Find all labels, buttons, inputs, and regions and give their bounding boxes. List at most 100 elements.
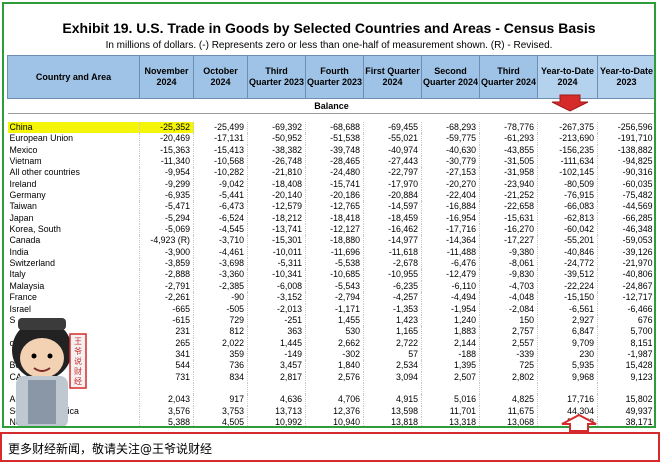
value-cell (139, 382, 194, 395)
country-cell: Taiwan (9, 201, 37, 212)
value-cell: -28,465 (305, 156, 364, 168)
value-cell: -2,084 (479, 303, 538, 315)
value-cell: -156,235 (537, 144, 598, 157)
value-cell: 2,757 (479, 326, 538, 338)
table-row: Au 2,043 917 4,636 4,706 4,915 5,016 4,825 17,71… (8, 394, 654, 406)
value-cell: 150 (479, 314, 538, 327)
value-cell: -60,042 (537, 224, 598, 236)
country-cell: China (7, 122, 140, 134)
value-cell: -11,696 (305, 246, 364, 259)
value-cell: 2,722 (363, 337, 422, 349)
value-cell: -23,940 (479, 178, 538, 191)
value-cell: -2,013 (247, 303, 306, 315)
value-cell: -11,340 (139, 156, 194, 168)
value-cell: -14,597 (363, 201, 422, 213)
exhibit-frame: Exhibit 19. U.S. Trade in Goods by Selec… (2, 2, 656, 428)
col-header-q2-24: Second Quarter 2024 (421, 55, 480, 99)
value-cell: -25,499 (193, 122, 248, 134)
value-cell: 676 (597, 314, 654, 327)
country-cell: All other countries (9, 167, 80, 178)
value-cell: -14,977 (363, 235, 422, 247)
value-cell: -31,958 (479, 167, 538, 179)
value-cell: -20,270 (421, 178, 480, 191)
value-cell: -31,505 (479, 156, 538, 168)
value-cell: -2,385 (193, 280, 248, 293)
table-row: Korea, South -5,069 -4,545 -13,741 -12,127 -1… (8, 224, 654, 236)
table-row: S -615 729 -251 1,455 1,423 1,240 150 2,927 676 (8, 314, 654, 327)
svg-text:财: 财 (74, 366, 82, 376)
value-cell: -15,363 (139, 144, 194, 157)
value-cell: -55,201 (537, 235, 598, 247)
value-cell: -40,806 (597, 269, 654, 281)
value-cell: 5,700 (597, 326, 654, 338)
value-cell: 834 (193, 371, 248, 383)
value-cell: -17,716 (421, 224, 480, 236)
table-row: 231 812 363 530 1,165 1,883 2,757 6,847 5,700 (8, 326, 654, 338)
table-row: Ireland -9,299 -9,042 -18,408 -15,741 -17,970… (8, 178, 654, 191)
value-cell (305, 382, 364, 395)
value-cell: -6,235 (363, 280, 422, 293)
col-header-ytd23: Year-to-Date 2023 (597, 55, 654, 99)
value-cell: -213,690 (537, 133, 598, 145)
value-cell: -9,299 (139, 178, 194, 191)
country-cell: Mexico (9, 144, 38, 155)
value-cell: 44,304 (537, 405, 598, 417)
value-cell: -12,479 (421, 269, 480, 281)
value-cell: -2,678 (363, 258, 422, 270)
value-cell: -15,741 (305, 178, 364, 191)
col-header-q4-23: Fourth Quarter 2023 (305, 55, 364, 99)
value-cell: -17,227 (479, 235, 538, 247)
value-cell: -10,568 (193, 156, 248, 168)
value-cell: -69,455 (363, 122, 422, 134)
value-cell: -6,561 (537, 303, 598, 315)
value-cell: -12,765 (305, 201, 364, 213)
promo-banner: 更多财经新闻，敬请关注@王爷说财经 (0, 432, 660, 462)
value-cell: -16,954 (421, 212, 480, 225)
value-cell: -12,579 (247, 201, 306, 213)
value-cell: -69,392 (247, 122, 306, 134)
value-cell: -27,443 (363, 156, 422, 168)
value-cell: -15,301 (247, 235, 306, 247)
value-cell: 4,636 (247, 394, 306, 406)
value-cell: -15,631 (479, 212, 538, 225)
value-cell: 57 (363, 348, 422, 361)
svg-text:经: 经 (74, 376, 82, 386)
value-cell: -24,480 (305, 167, 364, 179)
value-cell: -46,348 (597, 224, 654, 236)
table-header-row: Country and Area November 2024 October 2… (7, 55, 654, 99)
value-cell: -505 (193, 303, 248, 315)
value-cell: -15,413 (193, 144, 248, 157)
value-cell: -3,859 (139, 258, 194, 270)
value-cell: -25,352 (139, 122, 194, 134)
table-row: Taiwan -5,471 -6,473 -12,579 -12,765 -14,597-… (8, 201, 654, 213)
value-cell: -10,341 (247, 269, 306, 281)
value-cell: -27,153 (421, 167, 480, 179)
value-cell: -5,543 (305, 280, 364, 293)
table-row: Belg5447363,4571,8402,5341,3957255,93515… (8, 360, 654, 372)
value-cell: -60,035 (597, 178, 654, 191)
value-cell: -5,538 (305, 258, 364, 270)
table-row (8, 382, 654, 395)
col-header-q3-24: Third Quarter 2024 (479, 55, 538, 99)
value-cell (247, 382, 306, 395)
value-cell: -9,380 (479, 246, 538, 259)
value-cell: 917 (193, 394, 248, 406)
value-cell: -251 (247, 314, 306, 327)
value-cell: -17,131 (193, 133, 248, 145)
value-cell: -40,974 (363, 144, 422, 157)
value-cell: -5,441 (193, 190, 248, 202)
value-cell: -24,772 (537, 258, 598, 270)
value-cell: 2,817 (247, 371, 306, 383)
table-row: Israel -665 -505 -2,013 -1,171 -1,353 -1,954 -2… (8, 303, 654, 315)
value-cell: -111,634 (537, 156, 598, 168)
value-cell: -10,011 (247, 246, 306, 259)
value-cell: 3,753 (193, 405, 248, 417)
value-cell: -6,476 (421, 258, 480, 270)
value-cell: 544 (139, 360, 194, 372)
value-cell: 1,165 (363, 326, 422, 338)
value-cell: -18,459 (363, 212, 422, 225)
value-cell: 1,240 (421, 314, 480, 327)
value-cell: 8,151 (597, 337, 654, 349)
table-row: om2652,0221,4452,6622,7222,1442,5579,709… (8, 337, 654, 349)
value-cell: -665 (139, 303, 194, 315)
